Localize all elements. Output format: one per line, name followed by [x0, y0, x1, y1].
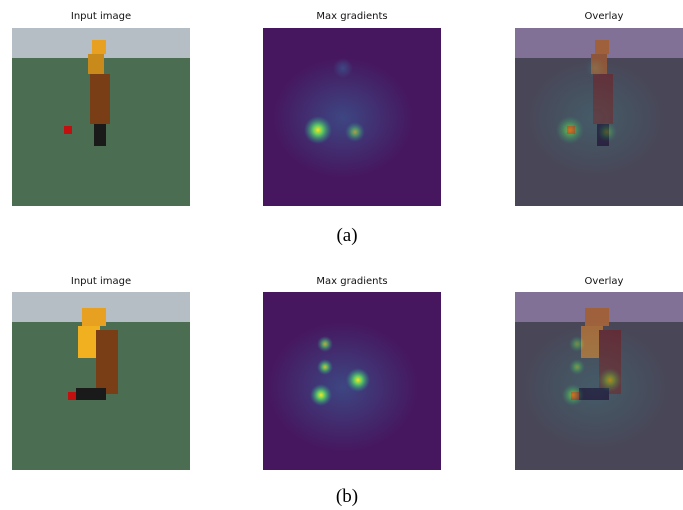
- panel-title: Overlay: [585, 276, 624, 287]
- overlay-image: [515, 292, 683, 470]
- panel-title: Max gradients: [316, 276, 387, 287]
- input-image: [12, 292, 190, 470]
- panel-title: Input image: [71, 276, 131, 287]
- panel-title: Overlay: [585, 11, 624, 22]
- input-image: [12, 28, 190, 206]
- panel-title: Max gradients: [316, 11, 387, 22]
- gradient-map: [263, 28, 441, 206]
- subfigure-label: (b): [336, 486, 358, 507]
- panel-title: Input image: [71, 11, 131, 22]
- figure: Input image Max gradients Overlay (a) In…: [0, 0, 683, 510]
- gradient-map: [263, 292, 441, 470]
- overlay-image: [515, 28, 683, 206]
- subfigure-label: (a): [336, 225, 357, 246]
